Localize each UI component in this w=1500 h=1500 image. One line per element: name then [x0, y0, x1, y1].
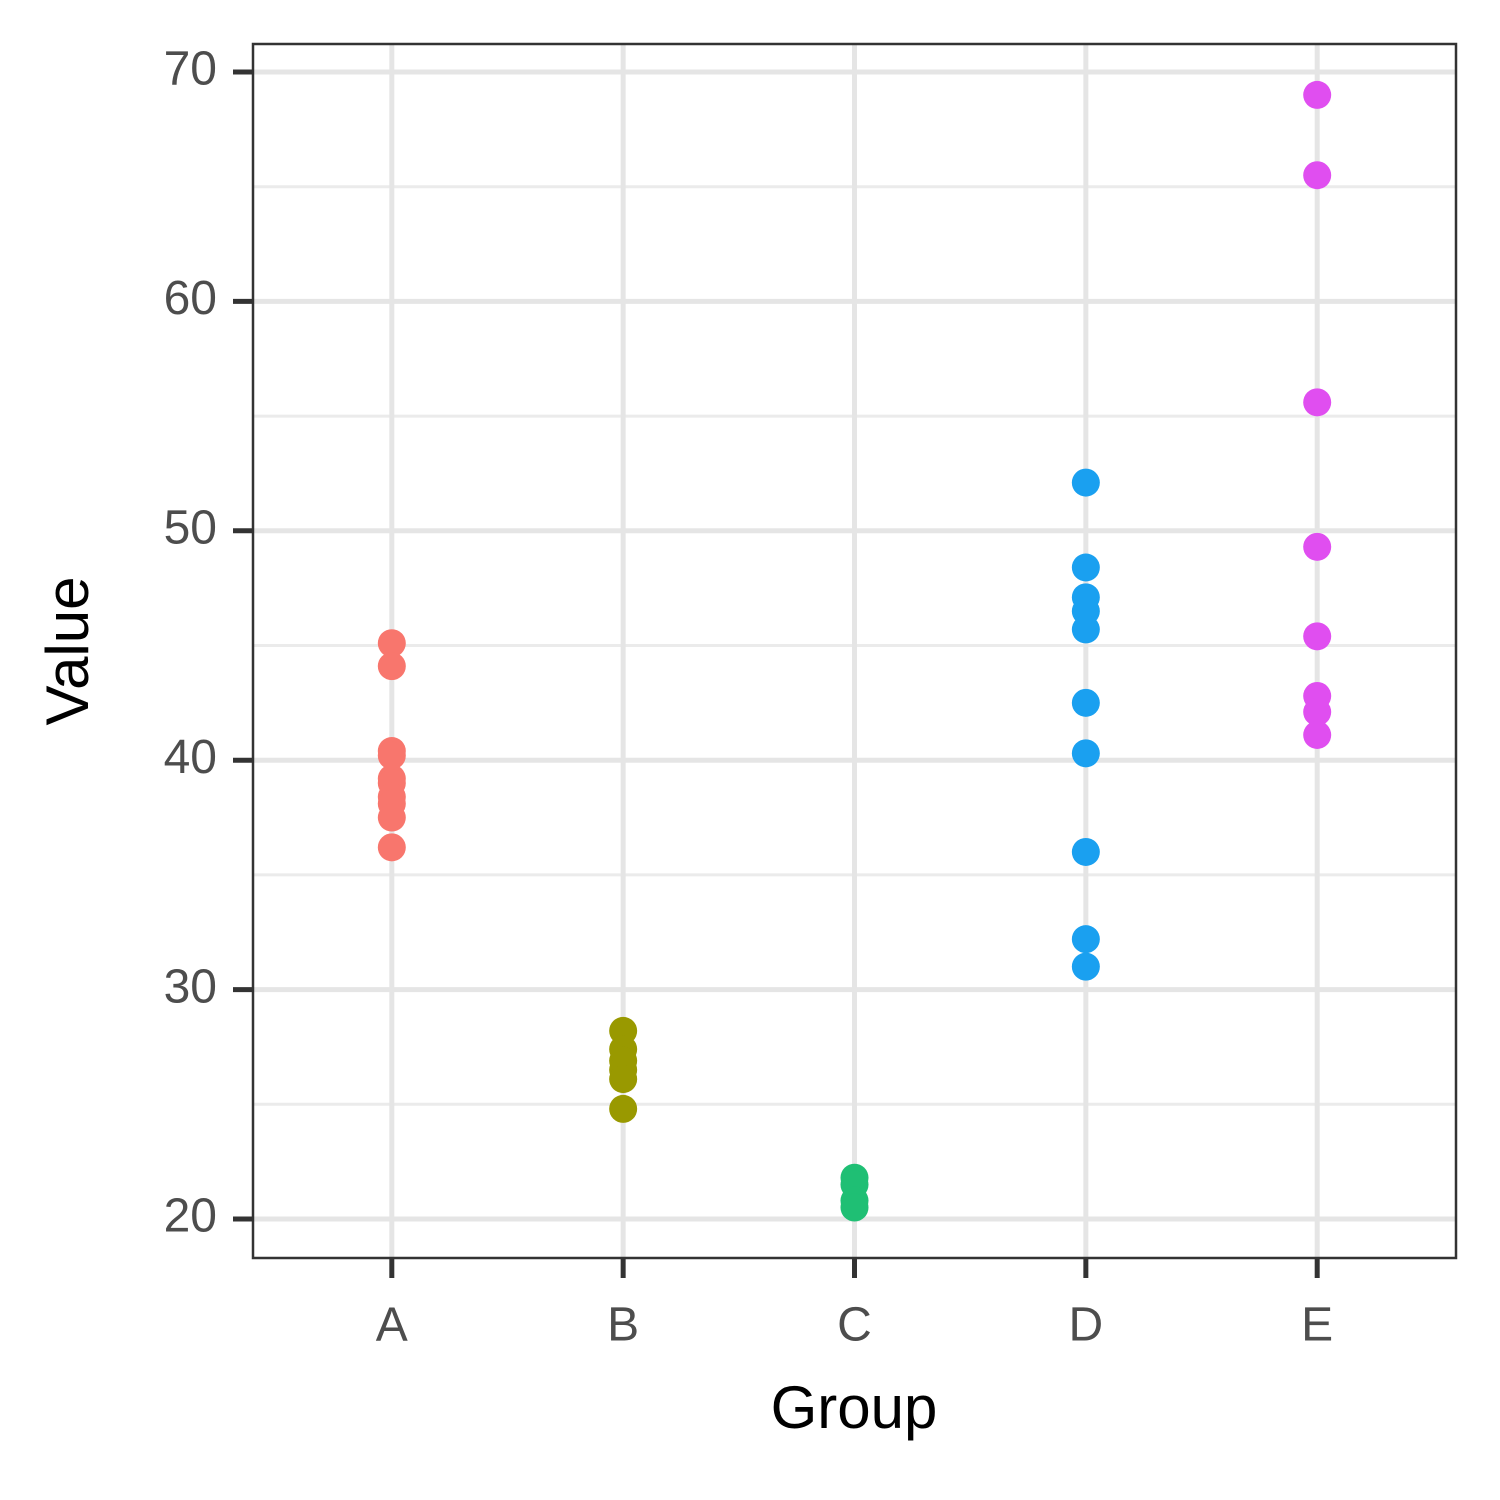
point	[1071, 925, 1100, 954]
y-tick-label: 30	[164, 960, 217, 1013]
point	[1303, 80, 1332, 109]
point	[1071, 468, 1100, 497]
x-tick-label: C	[837, 1299, 872, 1352]
point	[377, 741, 406, 770]
y-axis-title: Value	[34, 576, 101, 725]
point	[377, 629, 406, 658]
x-axis-title: Group	[771, 1374, 938, 1441]
x-tick-label: E	[1301, 1299, 1333, 1352]
y-tick-label: 40	[164, 731, 217, 784]
point	[1303, 720, 1332, 749]
point	[377, 652, 406, 681]
x-tick-label: D	[1069, 1299, 1104, 1352]
point	[840, 1193, 869, 1222]
y-tick-label: 60	[164, 272, 217, 325]
point	[377, 803, 406, 832]
point	[609, 1094, 638, 1123]
point	[1303, 161, 1332, 190]
x-tick-label: A	[376, 1299, 408, 1352]
point	[1071, 952, 1100, 981]
y-tick-label: 70	[164, 43, 217, 96]
point	[1071, 615, 1100, 644]
point	[1071, 553, 1100, 582]
point	[1303, 698, 1332, 727]
x-tick-label: B	[607, 1299, 639, 1352]
marks	[377, 80, 1332, 1222]
point	[1071, 739, 1100, 768]
point	[609, 1065, 638, 1094]
point	[1071, 837, 1100, 866]
y-tick-label: 50	[164, 501, 217, 554]
point	[1303, 388, 1332, 417]
point	[1303, 622, 1332, 651]
point	[1071, 688, 1100, 717]
y-tick-label: 20	[164, 1190, 217, 1243]
point	[377, 833, 406, 862]
point	[1303, 532, 1332, 561]
